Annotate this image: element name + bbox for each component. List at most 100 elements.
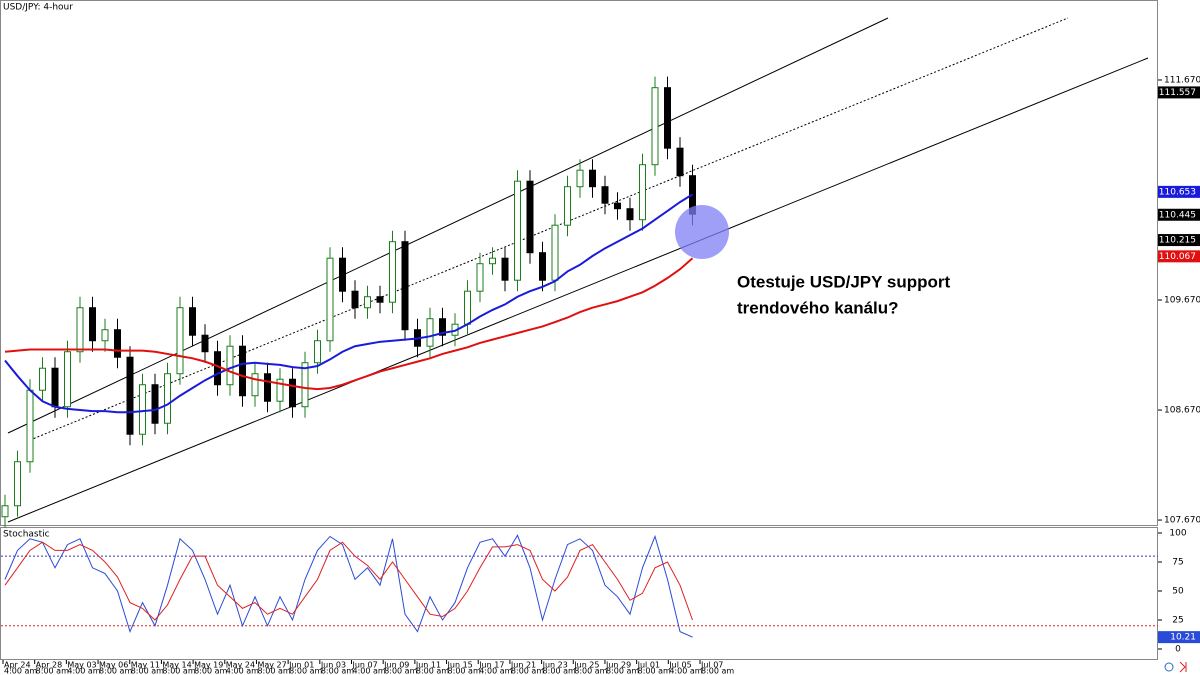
candle-body xyxy=(676,147,684,177)
icon xyxy=(1179,661,1187,673)
candle-body xyxy=(251,373,259,397)
candle-body xyxy=(351,290,359,309)
candle-body xyxy=(501,257,509,281)
candle-body xyxy=(614,202,621,210)
y-tick-label: 75 xyxy=(1172,557,1183,567)
x-tick-label: 8:00 am xyxy=(606,667,639,675)
osc-marker xyxy=(1158,631,1200,644)
x-tick-label: May 03 xyxy=(67,661,96,670)
candle-body xyxy=(176,307,184,375)
x-tick-label: Jun 09 xyxy=(383,661,409,670)
x-tick-label: 8:00 am xyxy=(701,667,734,675)
x-tick-label: Jun 01 xyxy=(288,661,314,670)
x-tick-label: 8:00 am xyxy=(99,667,132,675)
price-marker-label: 110.067 xyxy=(1159,252,1196,262)
candle-body xyxy=(114,329,121,358)
candle-body xyxy=(376,296,384,303)
x-tick-label: 8:00 am xyxy=(36,667,69,675)
x-tick-label: 8:00 am xyxy=(638,667,671,675)
y-tick-label: 0 xyxy=(1175,644,1181,654)
candle-body xyxy=(1,505,9,518)
osc-title-bg xyxy=(1,528,39,539)
candle-body xyxy=(239,345,246,397)
x-tick-label: 4:00 am xyxy=(4,667,37,675)
candle-body xyxy=(201,334,209,353)
candle-body xyxy=(489,257,496,265)
x-tick-label: Jun 21 xyxy=(510,661,536,670)
candle-body xyxy=(526,180,534,254)
x-tick-label: 4:00 am xyxy=(353,667,386,675)
x-tick-label: Jul 07 xyxy=(700,661,723,670)
x-tick-label: Jun 03 xyxy=(320,661,346,670)
price-marker-label: 110.215 xyxy=(1159,236,1196,246)
candle-body xyxy=(564,186,571,226)
channel-upper xyxy=(7,17,889,434)
icon xyxy=(1164,662,1174,672)
osc-frame xyxy=(0,527,1158,660)
x-tick-label: Jun 23 xyxy=(542,661,568,670)
price-marker-label: 110.653 xyxy=(1159,187,1196,197)
moving-average xyxy=(4,257,694,391)
x-tick-label: 4:00 am xyxy=(669,667,702,675)
candle-body xyxy=(51,367,59,408)
candle-body xyxy=(64,351,71,408)
annotation: trendového kanálu? xyxy=(737,298,899,317)
x-tick-label: 8:00 am xyxy=(162,667,195,675)
stochastic-line xyxy=(4,541,693,621)
x-tick-label: 4:00 am xyxy=(479,667,512,675)
price-marker xyxy=(1158,185,1200,198)
candle-body xyxy=(439,318,446,336)
x-tick-label: Jun 29 xyxy=(605,661,631,670)
candle-body xyxy=(651,87,659,166)
candle-body xyxy=(289,378,296,408)
x-tick-label: May 24 xyxy=(226,661,255,670)
x-tick-label: Jun 15 xyxy=(447,661,473,670)
x-tick-label: 8:00 am xyxy=(321,667,354,675)
candle-body xyxy=(664,87,671,149)
y-tick-label: 50 xyxy=(1172,586,1184,596)
y-tick-label: 25 xyxy=(1172,615,1183,625)
x-tick-label: 4:00 am xyxy=(226,667,259,675)
x-tick-label: May 11 xyxy=(131,661,160,670)
candle-body xyxy=(26,389,34,463)
x-tick-label: Jun 17 xyxy=(478,661,504,670)
channel-lower xyxy=(7,57,1149,523)
annotation: Otestuje USD/JPY support xyxy=(737,272,951,291)
candle-body xyxy=(214,351,221,386)
candle-body xyxy=(639,164,646,221)
price-marker-label: 111.557 xyxy=(1159,88,1196,98)
candle-body xyxy=(276,378,284,402)
candle-body xyxy=(626,208,634,221)
main-plot xyxy=(1,76,696,528)
candle-body xyxy=(426,318,434,347)
candle-body xyxy=(476,263,484,292)
candle-body xyxy=(14,461,21,507)
candle-body xyxy=(126,356,134,435)
channel-middle xyxy=(29,17,1069,441)
candle-body xyxy=(301,362,309,408)
price-marker xyxy=(1158,234,1200,247)
osc-title: Stochastic xyxy=(3,530,50,540)
candle-body xyxy=(39,367,46,391)
x-tick-label: 8:00 am xyxy=(384,667,417,675)
x-tick-label: May 19 xyxy=(194,661,223,670)
x-tick-label: Jul 01 xyxy=(637,661,660,670)
title-bg xyxy=(1,1,93,13)
price-marker xyxy=(1158,86,1200,99)
x-tick-label: May 06 xyxy=(99,661,128,670)
x-tick-label: 8:00 am xyxy=(543,667,576,675)
x-tick-label: May 27 xyxy=(257,661,286,670)
candle-body xyxy=(264,373,271,402)
y-tick-label: 109.670 xyxy=(1164,296,1200,306)
highlight-circle xyxy=(675,205,729,259)
moving-average xyxy=(4,193,694,414)
candle-body xyxy=(364,296,371,309)
candle-body xyxy=(314,340,321,364)
x-tick-label: 8:00 am xyxy=(289,667,322,675)
x-tick-label: Apr 28 xyxy=(36,661,63,670)
x-tick-label: 8:00 am xyxy=(574,667,607,675)
candle-body xyxy=(139,384,146,435)
candle-body xyxy=(551,224,559,281)
stochastic-line xyxy=(4,534,693,638)
